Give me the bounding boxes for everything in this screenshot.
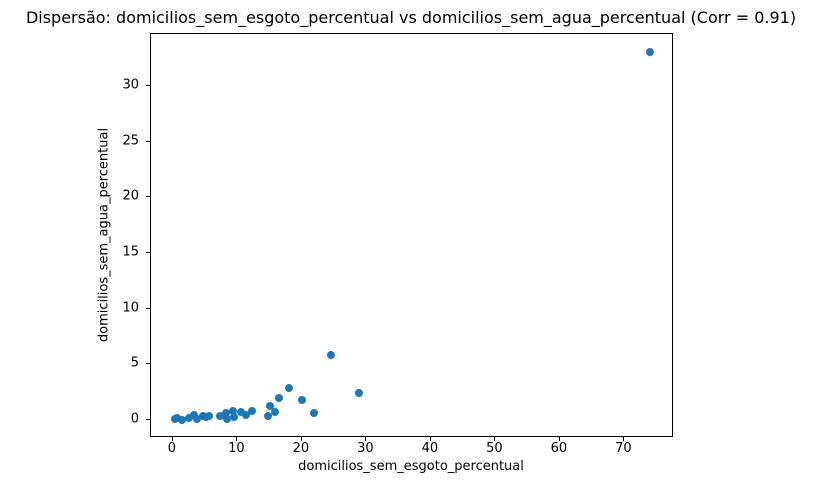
x-tick-label: 40 (421, 441, 439, 456)
data-point (247, 407, 256, 416)
data-point (216, 411, 224, 420)
x-tick-label: 10 (228, 441, 245, 456)
y-tick-label: 20 (122, 188, 139, 204)
data-point (228, 407, 237, 416)
y-tick-label: 30 (122, 77, 139, 93)
x-axis-label: domicilios_sem_esgoto_percentual (298, 459, 524, 474)
data-point (177, 415, 186, 424)
x-axis-tick (365, 437, 367, 441)
x-tick-label: 20 (292, 441, 310, 456)
data-point (271, 407, 280, 416)
data-point (355, 388, 364, 397)
y-axis-label: domicilios_sem_agua_percentual (96, 127, 112, 343)
data-point (326, 350, 335, 359)
data-point (275, 393, 284, 402)
y-axis-tick (146, 84, 150, 86)
data-point (223, 415, 232, 424)
x-axis-tick (171, 437, 173, 441)
data-point (172, 414, 181, 423)
y-tick-label: 0 (130, 411, 139, 427)
x-tick-label: 60 (550, 441, 568, 456)
x-tick-label: 50 (486, 441, 503, 456)
plot-area (150, 33, 673, 437)
x-axis-tick (236, 437, 238, 441)
data-point (242, 411, 251, 420)
x-axis-tick (623, 437, 625, 441)
data-point (192, 415, 201, 424)
y-axis-tick (146, 140, 150, 142)
data-point (285, 383, 293, 392)
x-axis-tick (429, 437, 431, 441)
data-point (237, 407, 246, 416)
y-tick-label: 15 (122, 244, 139, 260)
y-tick-label: 10 (122, 300, 139, 316)
x-axis-tick (300, 437, 302, 441)
data-point (185, 413, 194, 422)
chart-title: Dispersão: domicilios_sem_esgoto_percent… (25, 8, 797, 27)
x-tick-label: 70 (615, 441, 632, 456)
data-point (263, 411, 272, 420)
data-point (646, 48, 655, 57)
y-axis-tick (146, 307, 150, 309)
x-axis-tick (494, 437, 496, 441)
y-axis-tick (146, 419, 150, 421)
y-axis-tick (146, 196, 150, 198)
y-axis-tick (146, 251, 150, 253)
y-tick-label: 25 (122, 133, 139, 149)
data-point (205, 412, 214, 421)
data-point (310, 409, 319, 418)
y-axis-tick (146, 363, 150, 365)
x-axis-tick (558, 437, 560, 441)
data-point (221, 409, 230, 418)
y-tick-label: 5 (130, 355, 139, 371)
data-point (230, 412, 239, 421)
data-point (297, 396, 306, 405)
x-tick-label: 0 (167, 441, 177, 456)
x-tick-label: 30 (357, 441, 374, 456)
data-point (266, 401, 275, 410)
